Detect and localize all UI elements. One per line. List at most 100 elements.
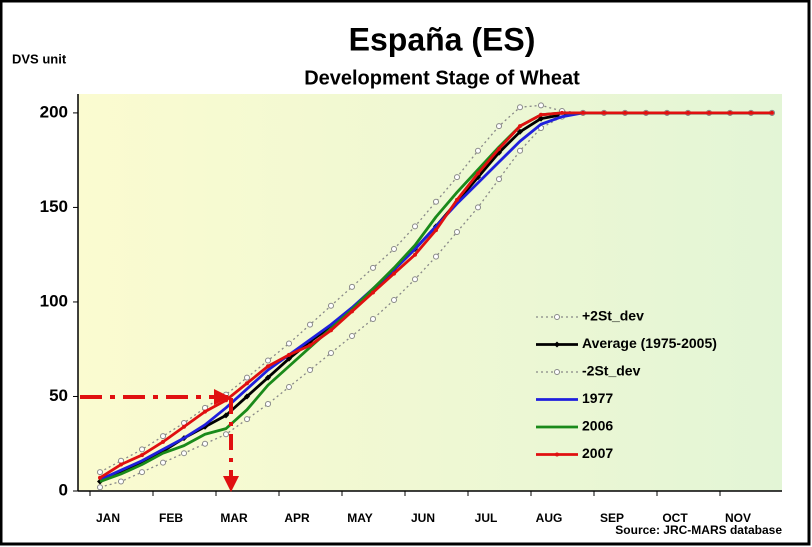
- legend-label: +2St_dev: [582, 308, 644, 324]
- point: [118, 478, 124, 485]
- point: [265, 357, 271, 364]
- point: [434, 228, 438, 233]
- point: [728, 110, 732, 115]
- point: [686, 110, 690, 115]
- source-note: Source: JRC-MARS database: [615, 523, 782, 537]
- point: [554, 369, 560, 375]
- x-tick-label: SEP: [600, 511, 624, 525]
- y-tick-label: 100: [40, 291, 68, 310]
- point: [554, 314, 560, 320]
- legend-label: -2St_dev: [582, 363, 641, 379]
- point: [412, 223, 418, 230]
- point: [770, 110, 774, 115]
- point: [160, 433, 166, 440]
- point: [140, 453, 144, 458]
- point: [286, 384, 292, 391]
- plot: [97, 102, 775, 491]
- point: [455, 197, 459, 202]
- point: [371, 290, 375, 295]
- point: [475, 204, 481, 211]
- legend-label: 1977: [582, 390, 613, 406]
- legend-item: Average (1975-2005): [536, 335, 717, 351]
- legend-item: -2St_dev: [536, 363, 641, 379]
- point: [182, 424, 186, 429]
- legend-item: 2006: [536, 418, 613, 434]
- point: [555, 452, 559, 457]
- point: [644, 110, 648, 115]
- x-tick-label: NOV: [725, 511, 751, 525]
- point: [161, 439, 165, 444]
- plot-area: [78, 94, 782, 491]
- point: [665, 110, 669, 115]
- point: [538, 102, 544, 109]
- point: [307, 367, 313, 374]
- point: [97, 484, 103, 491]
- point: [370, 315, 376, 322]
- point: [307, 321, 313, 328]
- point: [496, 176, 502, 183]
- point: [539, 112, 543, 117]
- point: [203, 409, 207, 414]
- point: [181, 450, 187, 457]
- point: [517, 147, 523, 154]
- legend-label: 2006: [582, 418, 613, 434]
- point: [392, 271, 396, 276]
- point: [244, 416, 250, 423]
- point: [244, 393, 250, 400]
- point: [223, 431, 229, 438]
- annotation: [80, 389, 239, 492]
- legend-item: 1977: [536, 390, 613, 406]
- y-tick-label: 150: [40, 197, 68, 216]
- x-tick-label: JAN: [96, 511, 120, 525]
- point: [454, 229, 460, 236]
- point: [412, 276, 418, 283]
- point: [413, 252, 417, 257]
- point: [265, 374, 271, 381]
- x-tick-label: AUG: [536, 511, 563, 525]
- point: [328, 302, 334, 309]
- x-tick-label: FEB: [159, 511, 183, 525]
- point: [517, 128, 523, 135]
- point: [370, 264, 376, 271]
- point: [517, 104, 523, 111]
- chart-subtitle: Development Stage of Wheat: [304, 67, 580, 89]
- point: [349, 283, 355, 290]
- point: [328, 349, 334, 356]
- point: [139, 469, 145, 476]
- point: [560, 110, 564, 115]
- x-tick-label: OCT: [662, 511, 688, 525]
- point: [707, 110, 711, 115]
- point: [391, 297, 397, 304]
- point: [119, 462, 123, 467]
- point: [496, 123, 502, 130]
- point: [265, 401, 271, 408]
- x-tick-label: MAY: [347, 511, 373, 525]
- legend-label: 2007: [582, 445, 613, 461]
- point: [202, 440, 208, 447]
- legend-item: 2007: [536, 445, 613, 461]
- point: [433, 253, 439, 260]
- point: [749, 110, 753, 115]
- point: [139, 446, 145, 453]
- legend-item: +2St_dev: [536, 308, 644, 324]
- annotation-arrow: [214, 389, 230, 405]
- point: [286, 340, 292, 347]
- point: [223, 412, 229, 419]
- point: [475, 147, 481, 154]
- point: [433, 198, 439, 205]
- point: [329, 328, 333, 333]
- point: [245, 381, 249, 386]
- point: [244, 374, 250, 381]
- point: [497, 146, 501, 151]
- annotation-arrow: [223, 476, 239, 492]
- point: [476, 171, 480, 176]
- point: [308, 343, 312, 348]
- point: [160, 459, 166, 466]
- series: [98, 110, 774, 480]
- point: [391, 246, 397, 253]
- chart-title: España (ES): [349, 21, 536, 57]
- point: [287, 352, 291, 357]
- point: [97, 469, 103, 476]
- point: [623, 110, 627, 115]
